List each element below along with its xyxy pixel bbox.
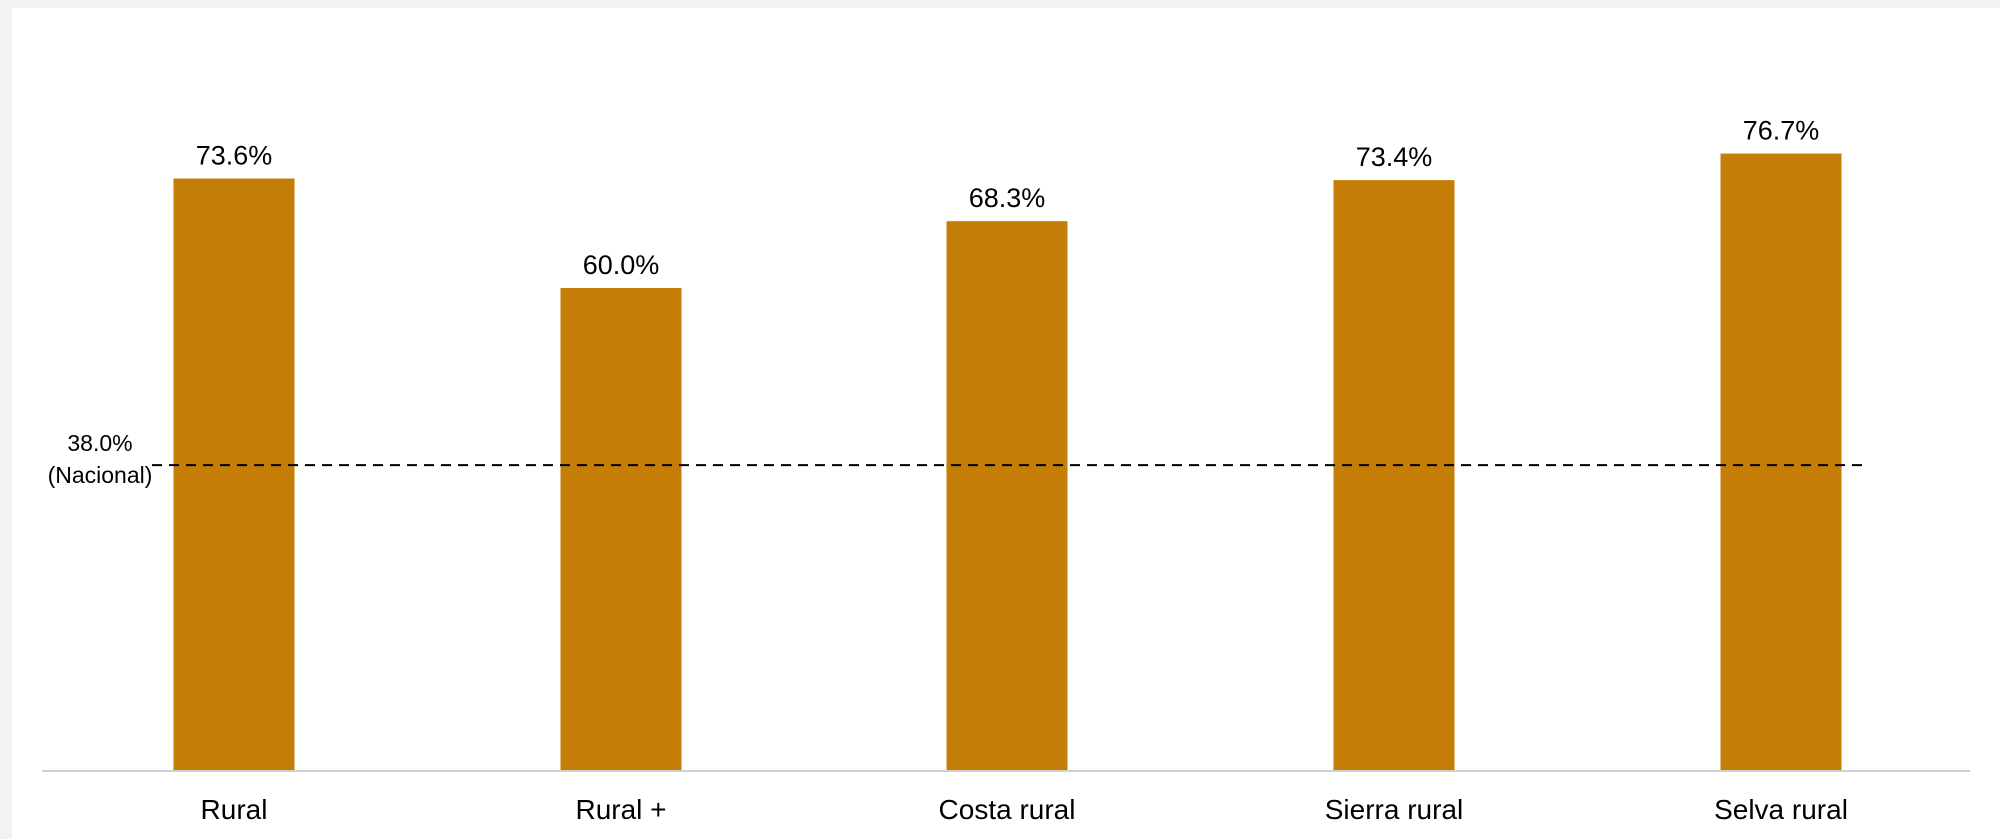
category-label-5: Selva rural xyxy=(1714,794,1848,825)
bar-3 xyxy=(946,221,1068,771)
category-label-3: Costa rural xyxy=(939,794,1076,825)
bar-chart: 38.0% (Nacional) 73.6% Rural 60.0% Rural + 6… xyxy=(42,116,1970,825)
category-label-1: Rural xyxy=(201,794,268,825)
labels-layer: 73.6% Rural 60.0% Rural + 68.3% Costa rural 73… xyxy=(196,116,1848,825)
data-label-2: 60.0% xyxy=(583,250,660,280)
bars-layer xyxy=(173,153,1842,771)
category-label-2: Rural + xyxy=(575,794,666,825)
bar-5 xyxy=(1720,153,1842,771)
reference-value-label: 38.0% xyxy=(67,430,132,456)
reference-name-label: (Nacional) xyxy=(48,462,153,488)
bar-4 xyxy=(1333,180,1455,771)
data-label-1: 73.6% xyxy=(196,141,273,171)
bar-2 xyxy=(560,288,682,771)
data-label-3: 68.3% xyxy=(969,183,1046,213)
data-label-5: 76.7% xyxy=(1743,116,1820,146)
chart-area: 38.0% (Nacional) 73.6% Rural 60.0% Rural + 6… xyxy=(12,8,2000,839)
bar-1 xyxy=(173,178,295,771)
data-label-4: 73.4% xyxy=(1356,142,1433,172)
category-label-4: Sierra rural xyxy=(1325,794,1463,825)
